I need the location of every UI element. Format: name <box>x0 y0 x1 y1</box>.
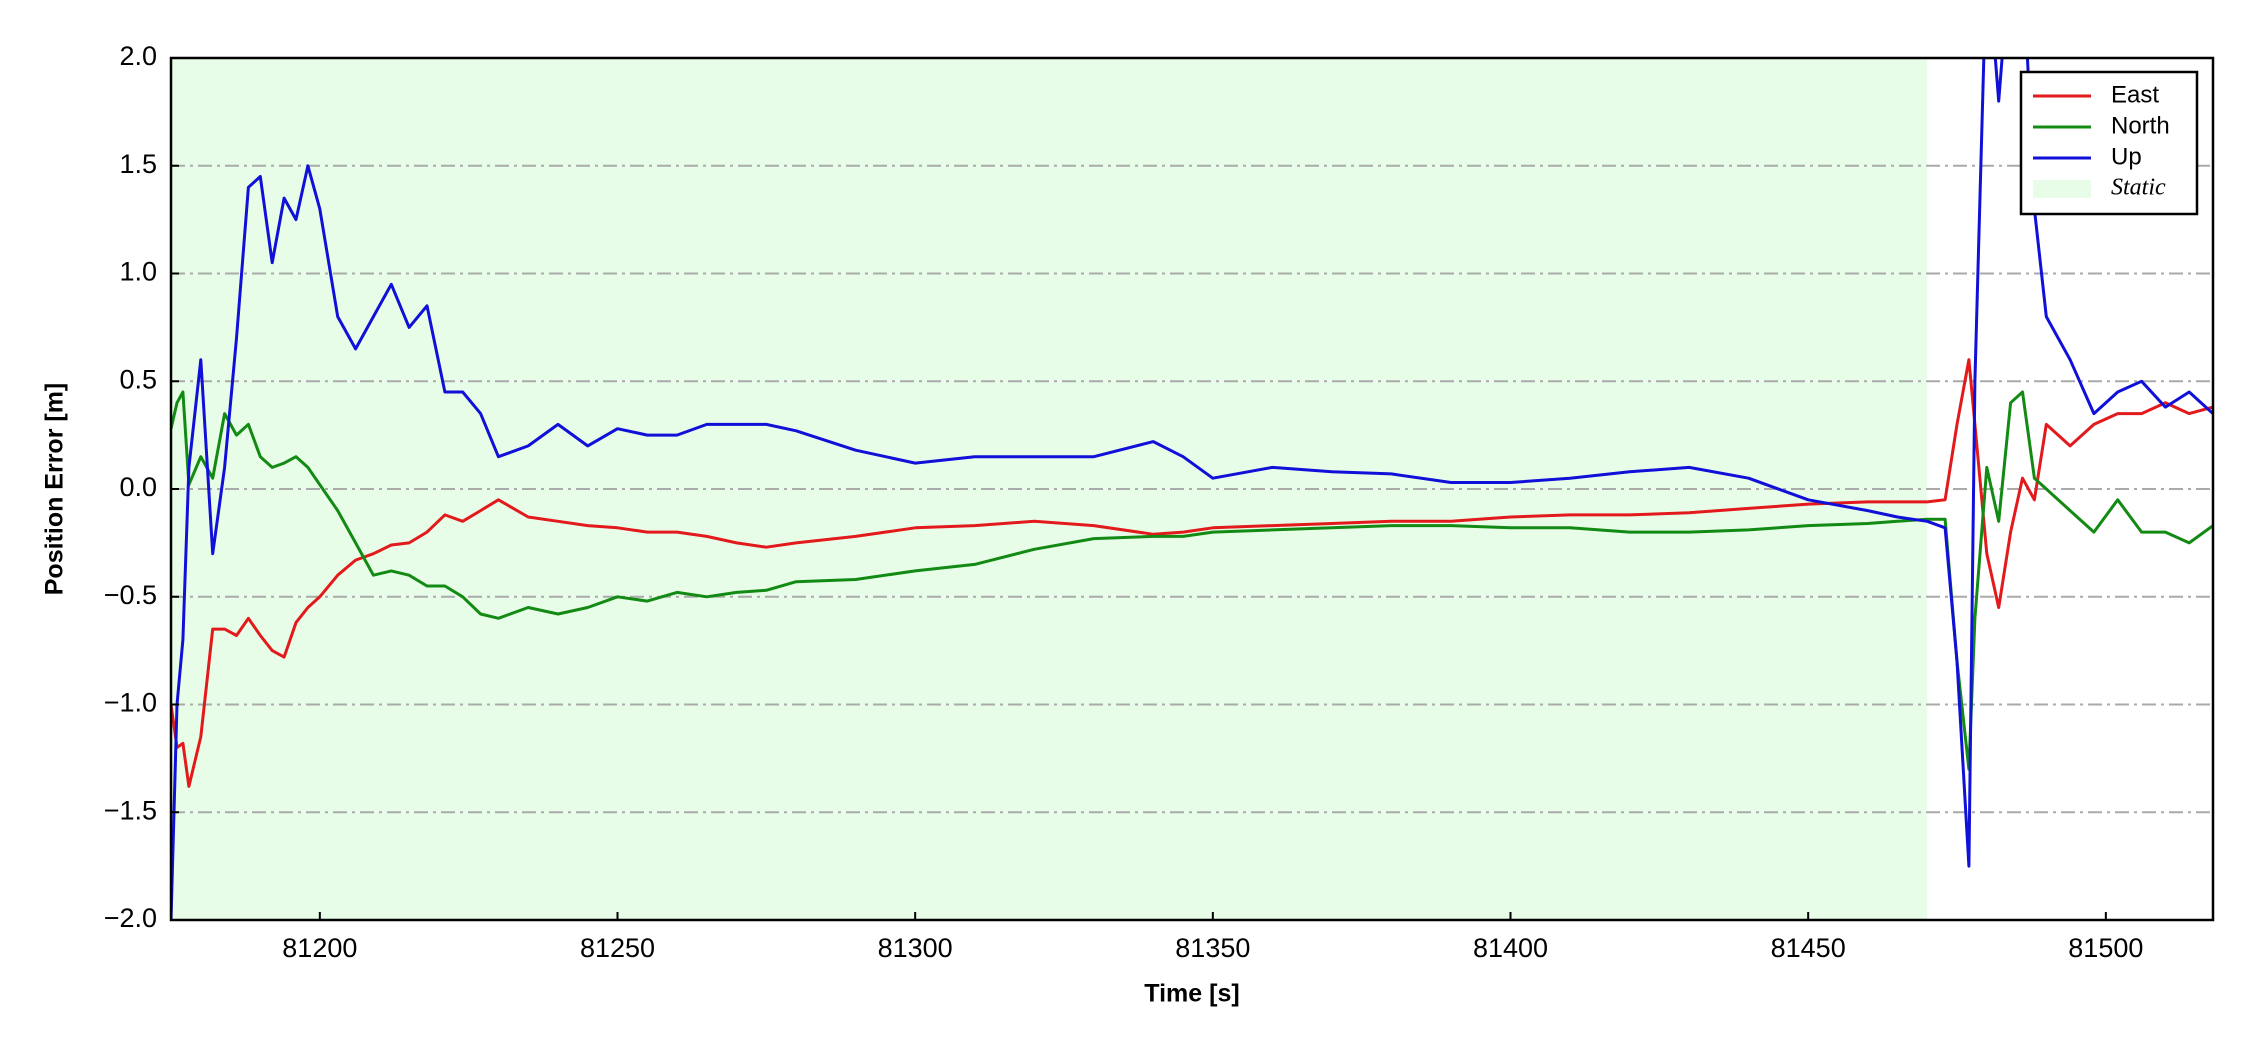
x-axis-label: Time [s] <box>1144 980 1239 1008</box>
y-tick-label: −0.5 <box>104 580 157 610</box>
x-tick-label: 81300 <box>878 933 953 963</box>
legend: East North Up Static <box>2019 70 2199 216</box>
x-tick-label: 81450 <box>1771 933 1846 963</box>
x-tick-label: 81250 <box>580 933 655 963</box>
line-series <box>171 390 2213 771</box>
x-tick-label: 81500 <box>2068 933 2143 963</box>
y-tick-label: 0.5 <box>119 364 157 394</box>
y-tick-label: −2.0 <box>104 903 157 933</box>
y-tick-label: −1.5 <box>104 795 157 825</box>
x-tick-label: 81200 <box>282 933 357 963</box>
legend-label: Static <box>2111 175 2166 201</box>
y-tick-label: 0.0 <box>119 472 157 502</box>
x-tick-label: 81400 <box>1473 933 1548 963</box>
y-axis-label: Position Error [m] <box>41 383 69 596</box>
legend-label: East <box>2111 81 2159 108</box>
legend-swatch <box>2033 180 2091 198</box>
y-tick-label: 1.5 <box>119 149 157 179</box>
line-series <box>171 58 2213 920</box>
y-tick-label: 1.0 <box>119 257 157 287</box>
plot-area <box>171 58 2213 920</box>
line-series <box>171 358 2213 788</box>
legend-label: North <box>2111 112 2170 139</box>
legend-label: Up <box>2111 143 2142 170</box>
y-tick-label: 2.0 <box>119 41 157 71</box>
y-tick-label: −1.0 <box>104 688 157 718</box>
plot-frame <box>169 56 2215 922</box>
x-tick-label: 81350 <box>1175 933 1250 963</box>
